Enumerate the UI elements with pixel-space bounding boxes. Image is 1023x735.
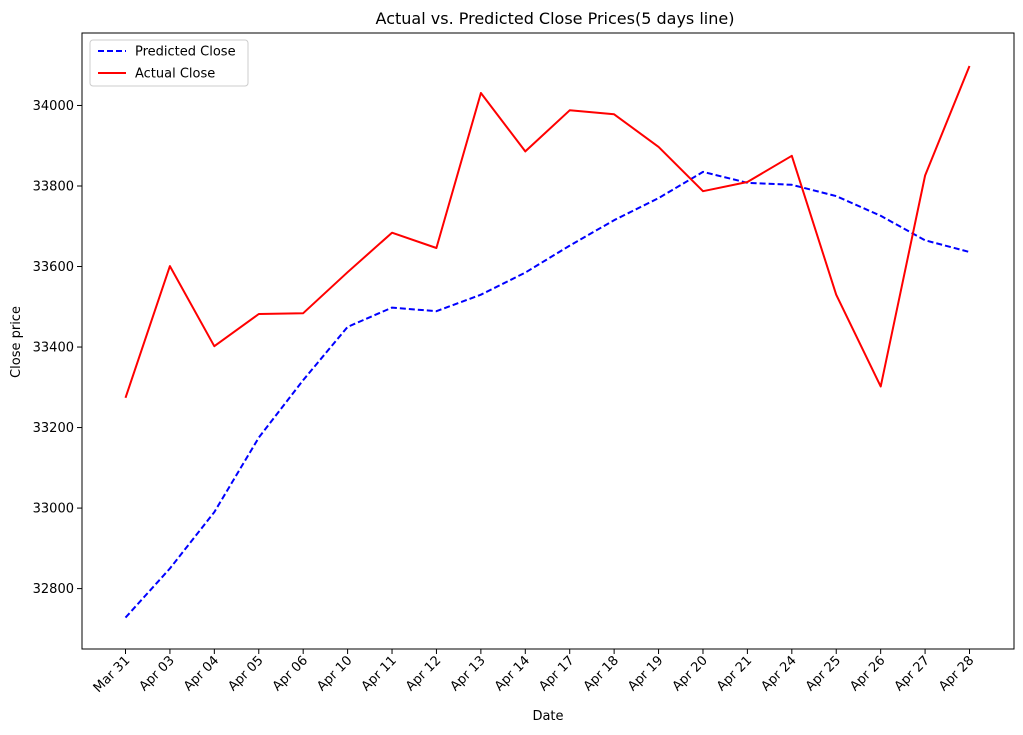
plot-frame bbox=[81, 32, 1015, 650]
x-tick-label: Apr 05 bbox=[225, 653, 266, 694]
x-tick-label: Apr 26 bbox=[847, 653, 888, 694]
series-line-actual bbox=[124, 65, 971, 399]
x-tick-label: Apr 06 bbox=[270, 653, 311, 694]
y-tick-label: 32800 bbox=[33, 582, 74, 597]
legend-label: Predicted Close bbox=[135, 45, 236, 60]
y-tick-label: 33200 bbox=[33, 421, 74, 436]
x-tick-label: Apr 24 bbox=[759, 653, 800, 694]
y-tick-label: 34000 bbox=[33, 99, 74, 114]
x-tick-label: Apr 13 bbox=[448, 653, 489, 694]
x-tick-label: Apr 03 bbox=[137, 653, 178, 694]
chart-title: Actual vs. Predicted Close Prices(5 days… bbox=[376, 9, 735, 28]
legend-box bbox=[89, 39, 249, 87]
series-layer bbox=[124, 65, 971, 619]
x-tick-label: Apr 25 bbox=[803, 653, 844, 694]
x-tick-label: Apr 04 bbox=[181, 653, 222, 694]
x-tick-label: Apr 18 bbox=[581, 653, 622, 694]
legend: Predicted Close Actual Close bbox=[89, 39, 249, 87]
y-axis: 32800 33000 33200 33400 33600 33800 34000 bbox=[33, 99, 82, 597]
x-tick-label: Apr 12 bbox=[403, 653, 444, 694]
x-axis: Mar 31 Apr 03 Apr 04 Apr 05 Apr 06 Apr 10 Apr … bbox=[91, 649, 977, 696]
x-tick-label: Apr 17 bbox=[536, 653, 577, 694]
y-tick-label: 33800 bbox=[33, 179, 74, 194]
x-tick-label: Apr 28 bbox=[936, 653, 977, 694]
x-tick-label: Apr 11 bbox=[359, 653, 400, 694]
y-tick-label: 33600 bbox=[33, 260, 74, 275]
y-axis-label: Close price bbox=[9, 306, 24, 378]
x-tick-label: Apr 10 bbox=[314, 653, 355, 694]
legend-label: Actual Close bbox=[135, 67, 215, 82]
series-line-predicted bbox=[124, 170, 970, 619]
y-tick-label: 33400 bbox=[33, 341, 74, 356]
x-tick-label: Apr 20 bbox=[670, 653, 711, 694]
x-tick-label: Mar 31 bbox=[91, 653, 134, 696]
x-tick-label: Apr 27 bbox=[892, 653, 933, 694]
x-tick-label: Apr 21 bbox=[714, 653, 755, 694]
x-tick-label: Apr 14 bbox=[492, 653, 533, 694]
x-axis-label: Date bbox=[532, 709, 563, 724]
y-tick-label: 33000 bbox=[33, 502, 74, 517]
x-tick-label: Apr 19 bbox=[625, 653, 666, 694]
